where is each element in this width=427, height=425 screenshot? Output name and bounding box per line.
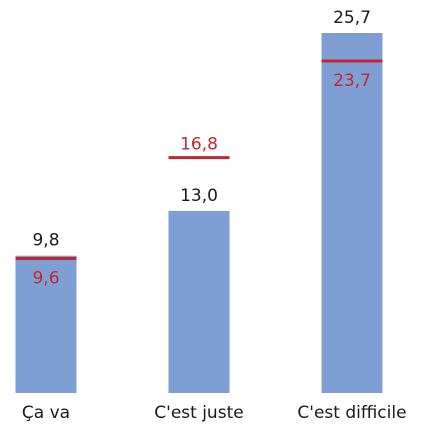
value-label: 25,7 bbox=[333, 8, 371, 28]
target-label: 23,7 bbox=[333, 71, 371, 91]
bar bbox=[321, 33, 383, 393]
category-label: C'est difficile bbox=[297, 403, 406, 423]
value-label: 9,8 bbox=[32, 231, 59, 251]
value-label: 13,0 bbox=[180, 186, 218, 206]
category-label: C'est juste bbox=[154, 403, 243, 423]
category-label: Ça va bbox=[22, 403, 70, 423]
target-label: 16,8 bbox=[180, 135, 218, 155]
bar bbox=[15, 255, 77, 393]
bar bbox=[168, 210, 230, 393]
target-label: 9,6 bbox=[32, 269, 59, 289]
